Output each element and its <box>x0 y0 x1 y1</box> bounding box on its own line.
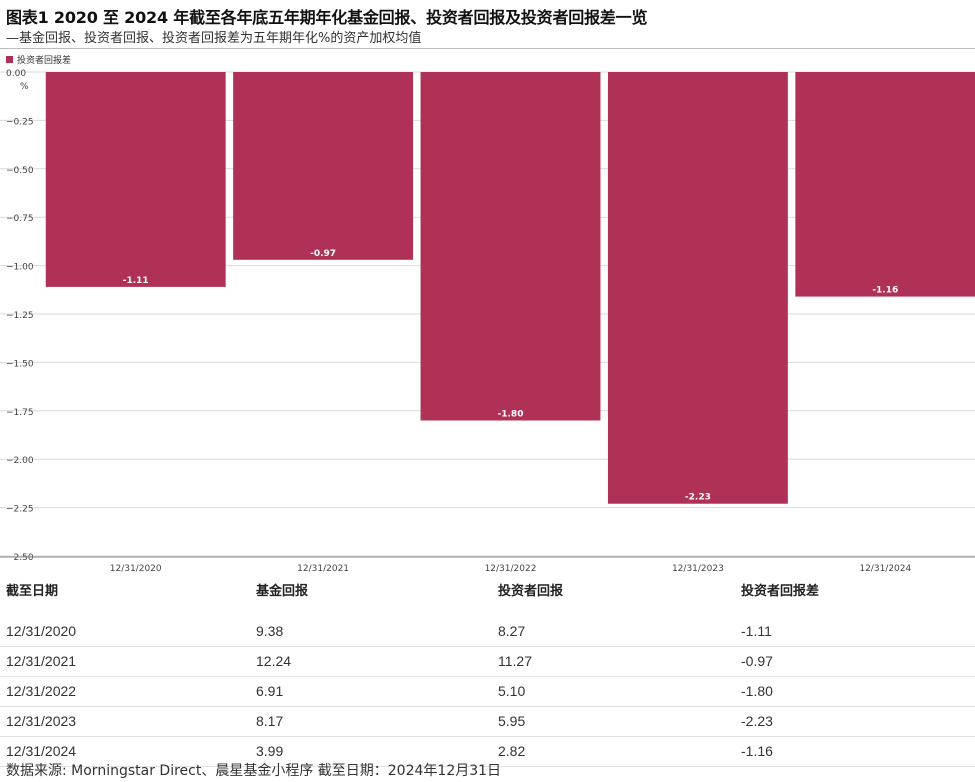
bar-data-label: -0.97 <box>310 249 336 259</box>
y-tick-label: −1.75 <box>6 408 34 418</box>
chart-subtitle: —基金回报、投资者回报、投资者回报差为五年期年化%的资产加权均值 <box>6 31 422 46</box>
bar-chart: 0.00 −0.25 −0.50 −0.75 −1.00 −1.25 −1.50 −1.75 −… <box>0 69 975 574</box>
bar <box>607 72 788 504</box>
source-note: 数据来源: Morningstar Direct、晨星基金小程序 截至日期：20… <box>6 763 502 779</box>
bar-data-label: -2.23 <box>685 493 711 503</box>
table-cell-date: 12/31/2024 <box>6 743 77 759</box>
table-row: 12/31/2024 3.99 2.82 -1.16 <box>0 737 975 767</box>
y-tick-label: −2.50 <box>6 553 34 563</box>
table-cell-date: 12/31/2020 <box>6 623 77 639</box>
legend-swatch <box>6 56 13 63</box>
table-cell-return-gap: -2.23 <box>741 713 773 729</box>
data-table: 截至日期 基金回报 投资者回报 投资者回报差 12/31/2020 9.38 8… <box>0 580 975 767</box>
x-category-label: 12/31/2021 <box>297 564 349 574</box>
bar-data-label: -1.11 <box>123 276 149 286</box>
table-header-row: 截至日期 基金回报 投资者回报 投资者回报差 <box>0 580 975 617</box>
table-row: 12/31/2022 6.91 5.10 -1.80 <box>0 677 975 707</box>
table-cell-investor-return: 5.95 <box>498 713 526 729</box>
chart-title: 图表1 2020 至 2024 年截至各年底五年期年化基金回报、投资者回报及投资… <box>6 8 648 27</box>
y-tick-label: −0.75 <box>6 214 34 224</box>
table-cell-investor-return: 8.27 <box>498 623 526 639</box>
legend-label: 投资者回报差 <box>17 56 72 66</box>
y-tick-label: 0.00 <box>6 69 26 79</box>
table-row: 12/31/2021 12.24 11.27 -0.97 <box>0 647 975 677</box>
y-tick-label: −2.25 <box>6 505 34 515</box>
table-cell-date: 12/31/2021 <box>6 653 77 669</box>
table-header-return-gap: 投资者回报差 <box>741 584 820 599</box>
y-tick-label: −1.25 <box>6 311 34 321</box>
table-cell-investor-return: 11.27 <box>498 653 532 669</box>
y-unit-label: % <box>20 82 29 92</box>
x-category-label: 12/31/2024 <box>859 564 911 574</box>
x-category-label: 12/31/2022 <box>485 564 537 574</box>
table-header-date: 截至日期 <box>6 584 59 599</box>
table-cell-fund-return: 9.38 <box>256 623 284 639</box>
bar <box>420 72 601 421</box>
table-header-investor-return: 投资者回报 <box>498 584 564 599</box>
bar <box>233 72 414 260</box>
table-cell-fund-return: 3.99 <box>256 743 284 759</box>
table-cell-return-gap: -0.97 <box>741 653 773 669</box>
table-cell-return-gap: -1.16 <box>741 743 773 759</box>
table-cell-date: 12/31/2023 <box>6 713 77 729</box>
table-cell-fund-return: 6.91 <box>256 683 284 699</box>
table-row: 12/31/2020 9.38 8.27 -1.11 <box>0 617 975 647</box>
table-cell-fund-return: 12.24 <box>256 653 292 669</box>
table-header-fund-return: 基金回报 <box>256 584 309 599</box>
bar-data-label: -1.16 <box>872 286 898 296</box>
y-tick-label: −0.25 <box>6 117 34 127</box>
bar-data-label: -1.80 <box>498 409 524 419</box>
bar <box>795 72 975 297</box>
table-row: 12/31/2023 8.17 5.95 -2.23 <box>0 707 975 737</box>
x-category-label: 12/31/2023 <box>672 564 724 574</box>
y-tick-label: −1.00 <box>6 263 34 273</box>
y-tick-label: −1.50 <box>6 359 34 369</box>
table-cell-return-gap: -1.80 <box>741 683 773 699</box>
y-tick-label: −2.00 <box>6 456 34 466</box>
table-cell-investor-return: 5.10 <box>498 683 526 699</box>
legend: 投资者回报差 <box>6 53 71 66</box>
x-category-label: 12/31/2020 <box>110 564 162 574</box>
table-cell-fund-return: 8.17 <box>256 713 284 729</box>
table-cell-investor-return: 2.82 <box>498 743 526 759</box>
table-cell-return-gap: -1.11 <box>741 623 772 639</box>
table-cell-date: 12/31/2022 <box>6 683 77 699</box>
bar <box>45 72 226 287</box>
y-tick-label: −0.50 <box>6 166 34 176</box>
header-divider <box>0 48 975 49</box>
